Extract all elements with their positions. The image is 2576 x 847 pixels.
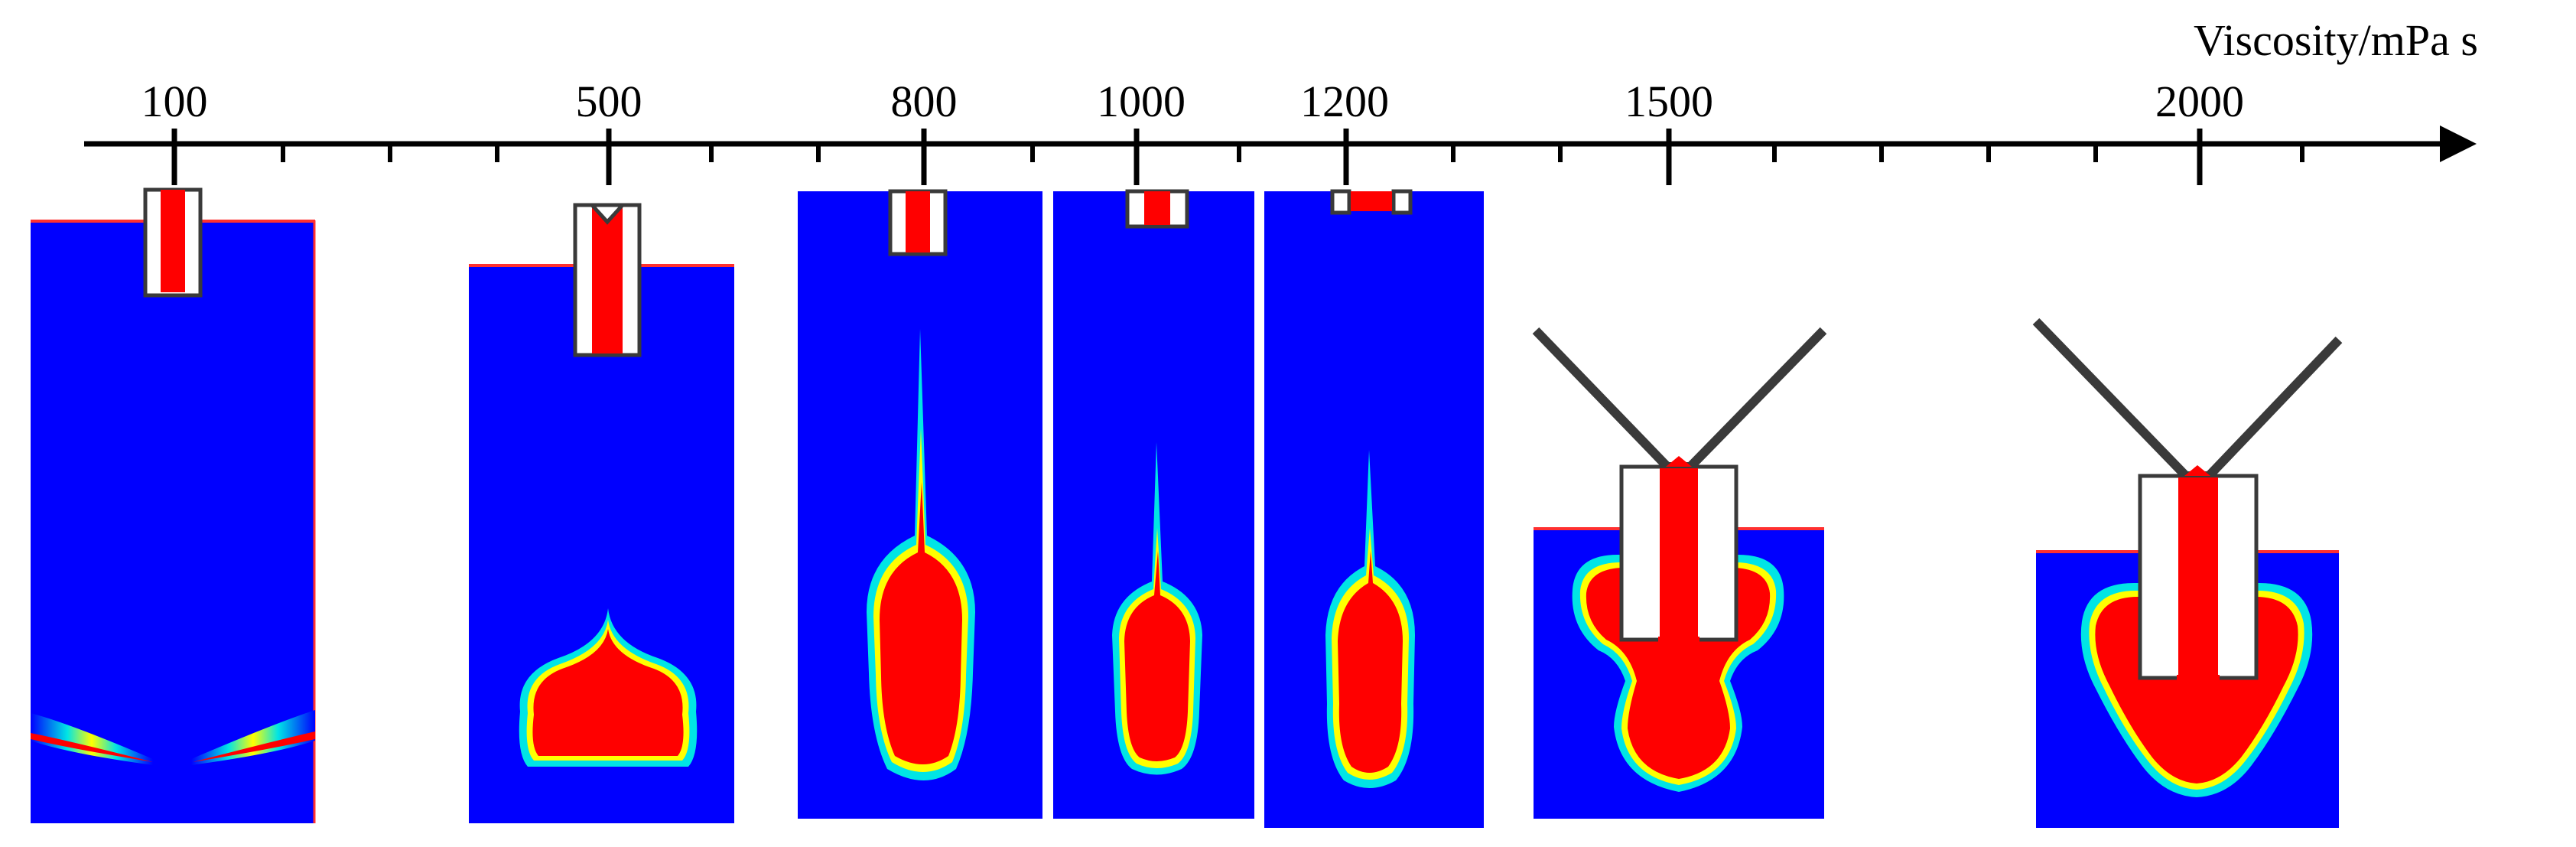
axis-minor-ticks	[281, 144, 2304, 162]
nozzle-fluid	[161, 190, 185, 292]
left-filament-core	[31, 733, 153, 762]
funnel-fluid	[2184, 465, 2210, 476]
tick-label-800: 800	[891, 77, 958, 126]
nozzle-exit-fluid	[1658, 637, 1699, 646]
nozzle-fluid	[1144, 191, 1170, 225]
panel-800	[798, 189, 1042, 819]
nozzle-fluid	[1660, 468, 1698, 640]
tick-label-1200: 1200	[1300, 77, 1389, 126]
nozzle-fluid	[906, 191, 930, 252]
tick-label-500: 500	[576, 77, 642, 126]
right-filament-core	[193, 731, 315, 762]
droplet	[532, 629, 684, 756]
panel-100	[31, 187, 316, 823]
right-filament	[191, 710, 315, 765]
nozzle-exit-fluid	[2177, 675, 2220, 684]
panel-1500	[1532, 327, 1827, 819]
panel-2000	[2032, 318, 2343, 828]
funnel-outline	[2032, 318, 2343, 481]
viscosity-axis: Viscosity/mPa s 100 500 800 1000 1200 15…	[84, 15, 2478, 185]
fluid-domain	[31, 220, 315, 823]
left-filament	[31, 713, 153, 765]
nozzle-fluid	[2178, 477, 2218, 678]
nozzle-fluid	[592, 205, 623, 353]
tick-label-1000: 1000	[1097, 77, 1186, 126]
axis-major-ticks	[171, 129, 2203, 185]
nozzle-meniscus	[590, 204, 624, 225]
panel-500	[469, 203, 734, 823]
nozzle-wall-left	[1330, 189, 1351, 215]
axis-title: Viscosity/mPa s	[2194, 15, 2478, 65]
funnel-fluid	[1666, 456, 1692, 467]
axis-arrowhead	[2440, 125, 2477, 162]
droplet	[1124, 551, 1190, 761]
funnel-outline	[1532, 327, 1827, 471]
tick-label-2000: 2000	[2155, 77, 2244, 126]
tick-label-100: 100	[141, 77, 208, 126]
droplet	[1338, 551, 1403, 773]
panel-1200	[1264, 189, 1484, 828]
nozzle-wall-right	[1391, 189, 1413, 215]
tick-label-1500: 1500	[1625, 77, 1713, 126]
nozzle-fluid	[1351, 191, 1392, 211]
droplet	[880, 482, 962, 764]
panel-1000	[1053, 189, 1254, 819]
